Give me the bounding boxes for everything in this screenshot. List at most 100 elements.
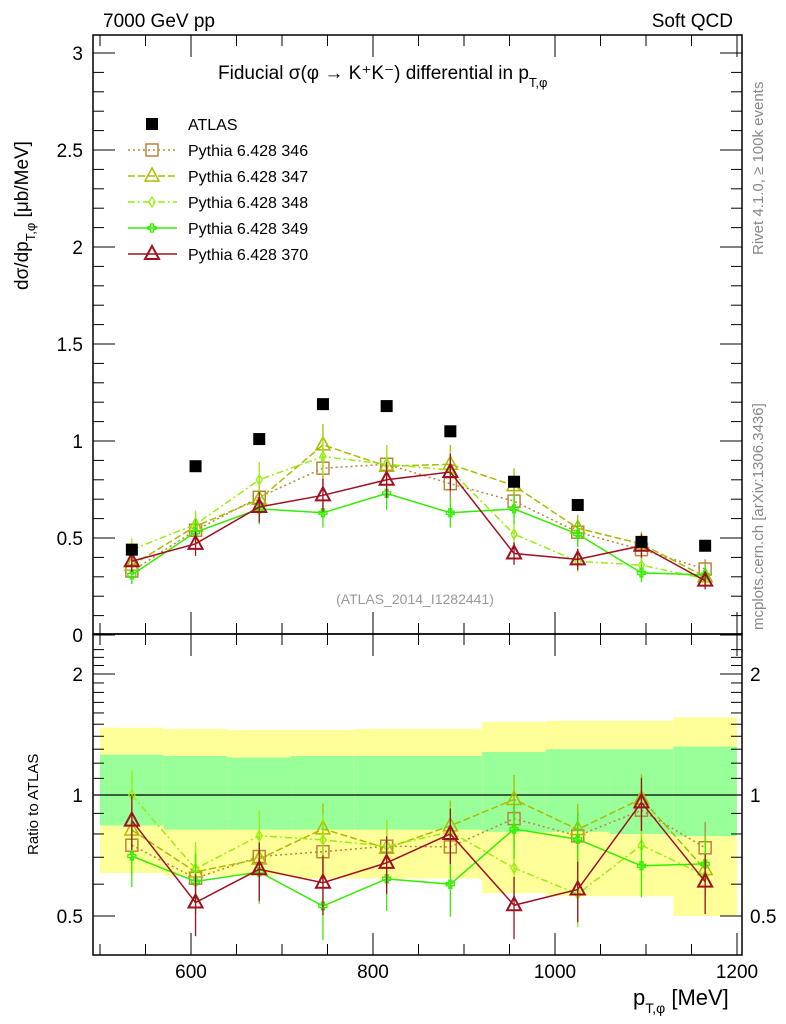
ratio-point [636, 861, 647, 871]
y-label-unit: [μb/MeV] [12, 141, 33, 223]
x-axis-label: pT,φ [MeV] [633, 985, 729, 1016]
ratio-point [190, 876, 201, 887]
stat-uncertainty-band [354, 756, 419, 830]
legend-item: Pythia 6.428 370 [128, 243, 308, 264]
ratio-series-line [131, 828, 706, 907]
ratio-point [314, 872, 332, 889]
ratio-point [445, 879, 455, 889]
x-tick-label: 1000 [534, 962, 576, 983]
series-line [131, 471, 706, 582]
series-line [131, 492, 706, 576]
ratio-tick-label-right: 2 [750, 665, 761, 686]
y-label-main: dσ/dp [12, 241, 33, 290]
ratio-point [250, 859, 268, 876]
data-point [314, 485, 332, 502]
ratio-point [319, 833, 327, 847]
series-line [131, 463, 706, 572]
ratio-series-line [131, 797, 706, 873]
ratio-point [377, 852, 396, 869]
ratio-point [632, 792, 651, 809]
legend-marker [145, 143, 159, 157]
atlas-data-point [444, 425, 457, 438]
legend-label: Pythia 6.428 347 [188, 169, 308, 186]
series-5 [123, 453, 714, 940]
y-tick-label: 0.5 [57, 529, 83, 550]
legend-item: Pythia 6.428 348 [128, 195, 308, 212]
ratio-tick-label-left: 1 [72, 786, 83, 807]
ratio-point [255, 829, 264, 842]
legend-label: ATLAS [188, 117, 238, 134]
y-tick-label: 1 [72, 432, 83, 453]
data-point [190, 527, 201, 537]
x-tick-label: 1200 [716, 962, 758, 983]
atlas-data-point [635, 535, 648, 548]
data-point [377, 469, 396, 486]
atlas-data-point [125, 543, 138, 556]
data-point [510, 527, 518, 541]
y-tick-label: 2 [72, 238, 83, 259]
x-tick-label: 800 [357, 962, 389, 983]
ratio-point [318, 901, 328, 911]
legend-label: Pythia 6.428 349 [188, 221, 308, 238]
x-label-main: p [633, 985, 645, 1010]
header-right: Soft QCD [652, 11, 733, 32]
ratio-tick-label-left: 2 [72, 665, 83, 686]
legend-item: Pythia 6.428 346 [128, 143, 308, 160]
stat-uncertainty-band [163, 756, 228, 830]
ratio-y-label: Ratio to ATLAS [25, 754, 42, 855]
ratio-series-line [131, 794, 706, 895]
analysis-watermark: (ATLAS_2014_I1282441) [336, 591, 494, 607]
y-tick-label: 1.5 [57, 335, 83, 356]
data-point [505, 543, 523, 560]
data-point [123, 551, 141, 568]
data-point [127, 570, 137, 580]
atlas-data-point [253, 433, 266, 446]
legend: ATLAS Pythia 6.428 346 Pythia 6.428 347 Pyt… [128, 117, 308, 264]
atlas-data-point [699, 539, 712, 552]
series-line [131, 444, 706, 578]
legend-marker [148, 195, 156, 209]
y-tick-label: 2.5 [57, 141, 83, 162]
atlas-data-point [508, 475, 521, 488]
stat-uncertainty-band [673, 746, 737, 837]
legend-item: Pythia 6.428 349 [128, 221, 308, 238]
rivet-label: Rivet 4.1.0, ≥ 100k events [750, 82, 767, 255]
legend-marker [143, 166, 161, 182]
chart-title: Fiducial σ(φ → K⁺K⁻) differential in pT,… [218, 63, 547, 90]
atlas-data-point [189, 460, 202, 473]
y-label-sub: T,φ [23, 223, 38, 242]
data-point [255, 473, 264, 487]
x-label-sub: T,φ [645, 1000, 665, 1016]
ratio-point [573, 834, 583, 844]
ratio-point [696, 871, 714, 888]
axes: 0 0.5 1 1.5 2 2.5 3 0.5 0.5 1 1 2 2 600 800 1000 1200 [57, 34, 776, 983]
y-tick-label: 0 [72, 626, 83, 647]
legend-label: Pythia 6.428 370 [188, 247, 308, 264]
chart-title-sub: T,φ [529, 75, 548, 90]
ratio-tick-label-right: 0.5 [750, 907, 776, 928]
ratio-point [441, 823, 460, 840]
legend-marker [143, 243, 161, 260]
data-point [318, 508, 328, 518]
y-tick-label: 3 [72, 44, 83, 65]
chart-title-main: Fiducial σ(φ → K⁺K⁻) differential in p [218, 63, 529, 84]
ratio-series-line [131, 801, 706, 907]
x-tick-label: 600 [175, 962, 207, 983]
series-line [131, 455, 706, 580]
data-point [186, 533, 205, 550]
ratio-point [123, 810, 141, 827]
data-point [319, 450, 327, 463]
x-label-unit: [MeV] [665, 985, 729, 1010]
ratio-tick-label-left: 0.5 [57, 907, 83, 928]
y-axis-label: dσ/dpT,φ [μb/MeV] [12, 141, 38, 290]
mcplots-label: mcplots.cern.ch [arXiv:1306.3436] [750, 403, 767, 630]
ratio-point [569, 879, 587, 896]
legend-item: Pythia 6.428 347 [128, 166, 308, 186]
legend-label: Pythia 6.428 348 [188, 195, 308, 212]
ratio-point [510, 861, 518, 875]
ratio-tick-label-right: 1 [750, 786, 761, 807]
data-point [573, 529, 583, 539]
ratio-series-line [131, 809, 706, 880]
legend-marker [147, 223, 157, 233]
data-point [445, 508, 455, 518]
